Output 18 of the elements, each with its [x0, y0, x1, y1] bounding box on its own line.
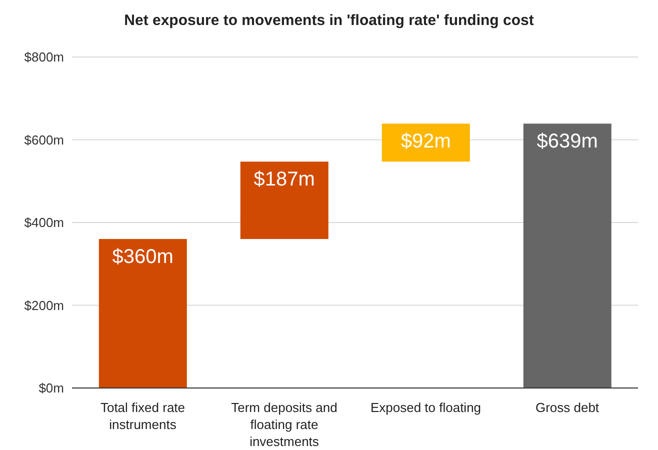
- y-tick-label: $0m: [38, 380, 64, 396]
- bar: [240, 162, 328, 240]
- x-tick-label: Total fixed rate instruments: [100, 400, 186, 432]
- y-tick-label: $200m: [24, 298, 64, 313]
- bar: [382, 124, 470, 162]
- y-tick-label: $800m: [24, 50, 64, 65]
- bar: [98, 239, 187, 388]
- data-label: $187m: [254, 168, 315, 191]
- data-label: $360m: [112, 246, 174, 268]
- y-tick-label: $400m: [24, 215, 64, 230]
- bar: [523, 124, 612, 388]
- x-tick-label: Gross debt: [535, 400, 600, 415]
- x-tick-label: Term deposits and floating rate investments: [231, 400, 338, 449]
- data-label: $92m: [400, 130, 451, 153]
- data-label: $639m: [536, 130, 598, 153]
- chart-title: Net exposure to movements in 'floating rate' funding cost: [123, 12, 535, 29]
- y-tick-label: $600m: [24, 132, 64, 148]
- x-tick-label: Exposed to floating: [370, 400, 482, 415]
